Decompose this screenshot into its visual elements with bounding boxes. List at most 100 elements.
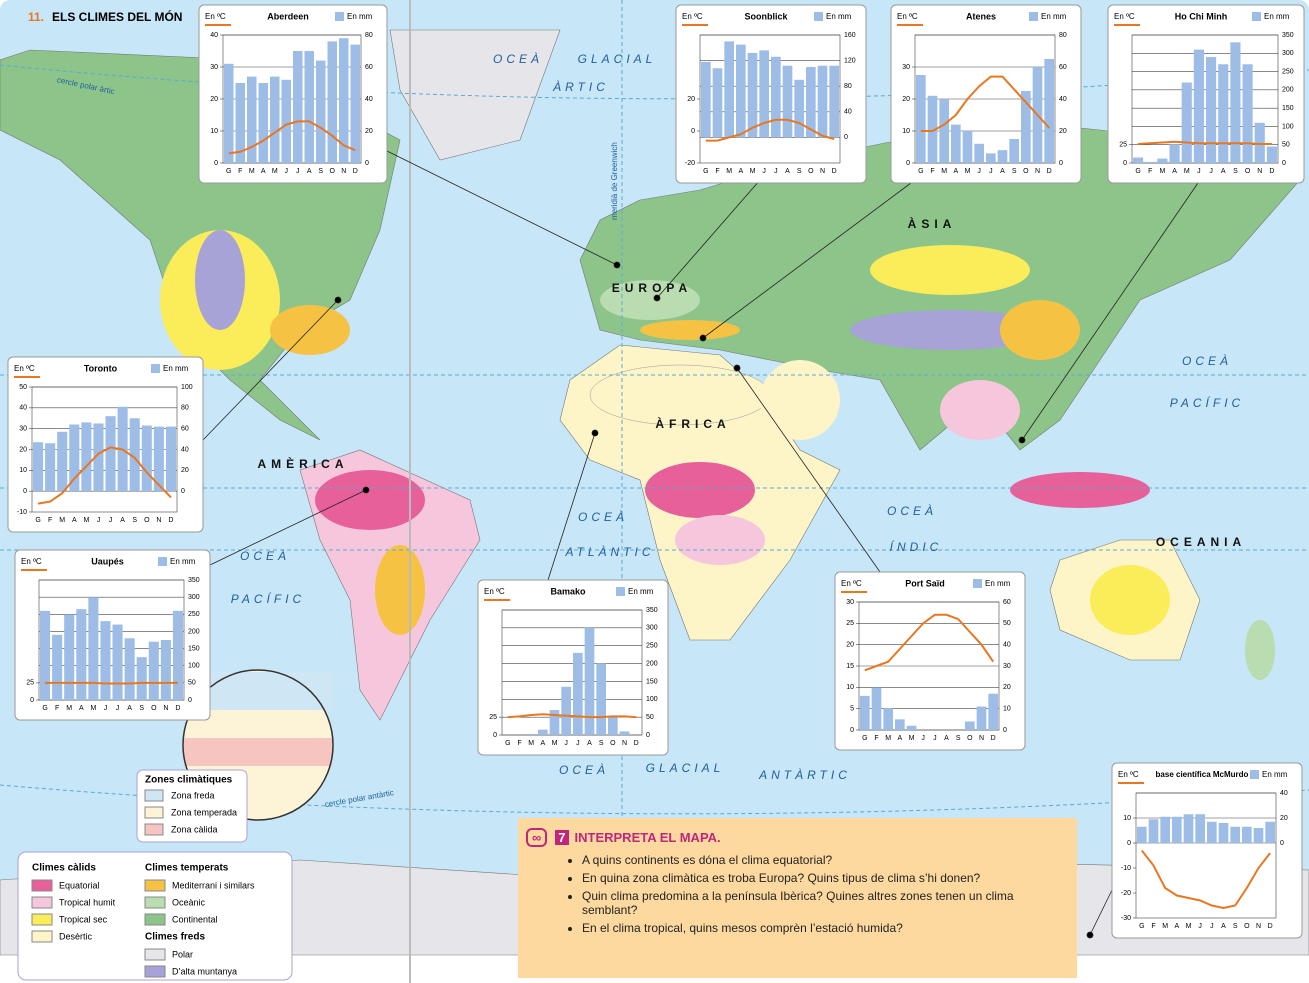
legend-swatch bbox=[31, 896, 53, 909]
legend-bar-swatch bbox=[335, 12, 344, 21]
precipitation-bar bbox=[1009, 139, 1019, 163]
month-label: M bbox=[965, 168, 971, 175]
month-label: M bbox=[1184, 168, 1190, 175]
precip-unit: En mm bbox=[1264, 12, 1290, 21]
month-label: N bbox=[341, 168, 346, 175]
precipitation-bar bbox=[860, 695, 870, 730]
month-label: F bbox=[715, 168, 719, 175]
month-label: S bbox=[1233, 168, 1238, 175]
month-label: J bbox=[1210, 923, 1214, 930]
map-label: ATLÀNTIC bbox=[564, 544, 654, 559]
precipitation-bar bbox=[1206, 56, 1217, 163]
precipitation-bar bbox=[1242, 64, 1253, 163]
y2-tick-label: 150 bbox=[1282, 105, 1294, 112]
climograph-title: base científica McMurdo bbox=[1156, 770, 1249, 779]
map-label: ÀRTIC bbox=[552, 79, 609, 94]
precipitation-bar bbox=[224, 63, 234, 163]
y-tick-label: 20 bbox=[687, 96, 695, 103]
month-label: J bbox=[296, 168, 300, 175]
y2-tick-label: 300 bbox=[1282, 50, 1294, 57]
y-tick-label: 5 bbox=[850, 706, 854, 713]
month-label: A bbox=[1174, 923, 1179, 930]
precipitation-bar bbox=[871, 687, 882, 730]
map-label: ÍNDIC bbox=[890, 539, 943, 554]
precipitation-bar bbox=[747, 52, 758, 138]
climograph-box bbox=[1111, 762, 1303, 939]
month-label: F bbox=[238, 168, 242, 175]
y2-tick-label: 300 bbox=[646, 625, 658, 632]
y-tick-label: 30 bbox=[210, 64, 218, 71]
precipitation-bar bbox=[997, 150, 1008, 163]
y-tick-label: 20 bbox=[846, 642, 854, 649]
precipitation-bar bbox=[1230, 42, 1241, 163]
map-label: OCEÀ bbox=[1182, 353, 1232, 368]
y2-tick-label: 50 bbox=[646, 714, 654, 721]
legend-label: Tropical sec bbox=[59, 914, 108, 924]
month-label: G bbox=[1135, 168, 1140, 175]
month-label: J bbox=[1198, 923, 1202, 930]
legend-label: Mediterrani i similars bbox=[172, 880, 255, 890]
precipitation-bar bbox=[619, 731, 630, 735]
month-label: M bbox=[59, 517, 65, 524]
climograph-title: Soonblick bbox=[744, 11, 788, 21]
climograph-title: Atenes bbox=[966, 11, 996, 21]
legend-bar-swatch bbox=[1029, 12, 1038, 21]
y2-tick-label: 20 bbox=[365, 128, 373, 135]
month-label: O bbox=[1244, 923, 1250, 930]
y2-tick-label: 0 bbox=[1280, 840, 1284, 847]
precipitation-bar bbox=[304, 51, 314, 163]
precipitation-bar bbox=[1265, 821, 1275, 843]
month-label: N bbox=[979, 735, 984, 742]
month-label: N bbox=[163, 705, 168, 712]
month-label: A bbox=[79, 705, 84, 712]
month-label: M bbox=[909, 735, 915, 742]
y-tick-label: 30 bbox=[846, 599, 854, 606]
precipitation-bar bbox=[1181, 82, 1192, 163]
y-tick-label: -30 bbox=[1121, 915, 1131, 922]
climograph-title: Bamako bbox=[550, 586, 586, 596]
month-label: N bbox=[1256, 923, 1261, 930]
precipitation-bar bbox=[817, 65, 828, 138]
precipitation-bar bbox=[701, 61, 711, 138]
precipitation-bar bbox=[160, 640, 171, 700]
y-tick-label: 0 bbox=[30, 697, 34, 704]
month-label: G bbox=[226, 168, 231, 175]
precipitation-bar bbox=[829, 65, 839, 138]
month-label: A bbox=[738, 168, 743, 175]
activity-number: 7 bbox=[555, 830, 569, 845]
month-label: S bbox=[1012, 168, 1017, 175]
legend-label: Tropical humit bbox=[59, 897, 116, 907]
precipitation-bar bbox=[76, 609, 87, 700]
y2-tick-label: 250 bbox=[1282, 68, 1294, 75]
map-label: OCEANIA bbox=[1156, 535, 1246, 549]
temperature-line bbox=[864, 613, 994, 672]
zone-swatch bbox=[144, 806, 164, 819]
precip-unit: En mm bbox=[628, 587, 654, 596]
precipitation-bar bbox=[141, 425, 152, 492]
temp-unit: En ºC bbox=[14, 364, 35, 373]
y-tick-label: 0 bbox=[906, 160, 910, 167]
precipitation-bar bbox=[962, 131, 973, 163]
map-label: OCEÀ bbox=[493, 51, 543, 66]
precip-unit: En mm bbox=[347, 12, 373, 21]
precip-unit: En mm bbox=[1262, 770, 1288, 779]
temp-unit: En ºC bbox=[841, 579, 862, 588]
precipitation-bar bbox=[596, 663, 606, 735]
y2-tick-label: 60 bbox=[1003, 599, 1011, 606]
y2-tick-label: 40 bbox=[1059, 96, 1067, 103]
month-label: J bbox=[989, 168, 993, 175]
precipitation-bar bbox=[124, 638, 135, 700]
precipitation-bar bbox=[1145, 161, 1156, 163]
temp-unit: En ºC bbox=[21, 557, 42, 566]
precipitation-bar bbox=[105, 416, 116, 492]
zone-label: Zona temperada bbox=[171, 807, 237, 817]
y-tick-label: 25 bbox=[489, 714, 497, 721]
legend-bar-swatch bbox=[616, 587, 625, 596]
precipitation-bar bbox=[1218, 64, 1229, 163]
precipitation-bar bbox=[895, 719, 905, 730]
legend-bar-swatch bbox=[973, 579, 982, 588]
y2-tick-label: 0 bbox=[188, 697, 192, 704]
month-label: M bbox=[750, 168, 756, 175]
y-tick-label: 25 bbox=[1119, 142, 1127, 149]
zone-swatch bbox=[144, 823, 164, 836]
